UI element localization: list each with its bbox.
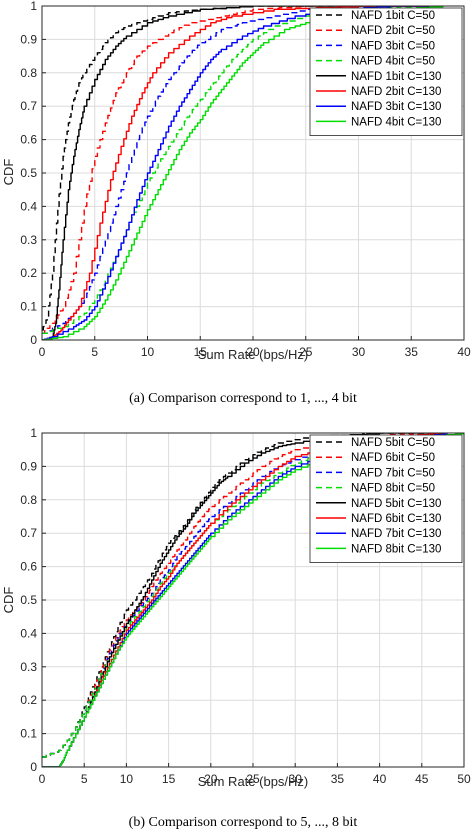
series-line — [42, 6, 444, 340]
y-tick-label: 1 — [30, 426, 37, 440]
x-tick-label: 15 — [162, 772, 176, 786]
x-tick-label: 40 — [457, 345, 471, 359]
series-line — [42, 6, 443, 340]
y-tick-label: 0 — [30, 760, 37, 774]
legend-entry: NAFD 8bit C=50 — [351, 483, 435, 495]
y-tick-label: 0.5 — [20, 166, 37, 180]
series-line — [42, 433, 464, 767]
x-tick-label: 20 — [204, 772, 218, 786]
x-tick-label: 45 — [415, 772, 429, 786]
legend-entry: NAFD 6bit C=50 — [351, 452, 435, 464]
y-axis-label: CDF — [1, 587, 16, 614]
x-tick-label: 35 — [405, 345, 419, 359]
x-tick-label: 25 — [246, 772, 260, 786]
y-axis-label: CDF — [1, 159, 16, 186]
series-line — [42, 433, 464, 758]
y-tick-label: 1 — [30, 0, 37, 13]
y-tick-label: 0.3 — [20, 660, 37, 674]
y-tick-label: 0.2 — [20, 693, 37, 707]
legend-entry: NAFD 7bit C=50 — [351, 467, 435, 479]
legend-entry: NAFD 2bit C=50 — [351, 25, 435, 37]
y-tick-label: 0.6 — [20, 560, 37, 574]
legend: NAFD 1bit C=50 NAFD 2bit C=50 NAFD 3bit C=… — [309, 7, 463, 136]
y-tick-label: 0.4 — [20, 199, 37, 213]
legend-entry: NAFD 3bit C=130 — [351, 101, 441, 113]
y-tick-label: 0.9 — [20, 459, 37, 473]
legend-entry: NAFD 4bit C=50 — [351, 56, 435, 68]
axes-frame — [41, 432, 465, 768]
chart-b: 0 5 10 15 20 25 30 35 40 45 50 0 0.1 0.2 0.3 0.4 0.5 0.6 0… — [1, 426, 471, 830]
series-line — [42, 6, 443, 340]
y-tick-label: 0.3 — [20, 233, 37, 247]
y-tick-label: 0.1 — [20, 727, 37, 741]
x-tick-label: 25 — [299, 345, 313, 359]
legend-box — [309, 434, 463, 563]
y-tick-label: 0.8 — [20, 66, 37, 80]
legend-entry: NAFD 5bit C=50 — [351, 437, 435, 449]
legend-entry: NAFD 3bit C=50 — [351, 40, 435, 52]
series-line — [42, 6, 443, 340]
x-axis-label: Sum Rate (bps/Hz) — [198, 347, 309, 362]
legend: NAFD 5bit C=50 NAFD 6bit C=50 NAFD 7bit C=… — [309, 434, 463, 563]
figure-caption: (b) Comparison correspond to 5, ..., 8 b… — [129, 815, 358, 830]
x-tick-label: 5 — [81, 772, 88, 786]
series-line — [42, 6, 443, 334]
series-line — [42, 6, 443, 334]
series-group — [42, 433, 464, 767]
figure-caption: (a) Comparison correspond to 1, ..., 4 b… — [129, 391, 357, 406]
y-tick-label: 0.8 — [20, 493, 37, 507]
x-tick-label: 0 — [39, 772, 46, 786]
legend-entry: NAFD 1bit C=50 — [351, 10, 435, 22]
x-tick-label: 35 — [331, 772, 345, 786]
x-tick-label: 30 — [352, 345, 366, 359]
x-tick-label: 10 — [141, 345, 155, 359]
y-tick-label: 0 — [30, 333, 37, 347]
y-tick-label: 0.5 — [20, 593, 37, 607]
y-tick-label: 0.6 — [20, 133, 37, 147]
x-tick-label: 20 — [246, 345, 260, 359]
x-tick-label: 30 — [289, 772, 303, 786]
y-tick-label: 0.7 — [20, 99, 37, 113]
y-tick-label: 0.9 — [20, 32, 37, 46]
y-tick-label: 0.7 — [20, 526, 37, 540]
x-tick-label: 0 — [39, 345, 46, 359]
legend-entry: NAFD 4bit C=130 — [351, 116, 441, 128]
legend-box — [309, 7, 463, 136]
legend-entry: NAFD 8bit C=130 — [351, 543, 441, 555]
legend-entry: NAFD 5bit C=130 — [351, 498, 441, 510]
legend-entry: NAFD 1bit C=130 — [351, 71, 441, 83]
x-tick-label: 5 — [91, 345, 98, 359]
x-tick-label: 15 — [194, 345, 208, 359]
axes-frame — [41, 5, 465, 341]
series-group — [42, 6, 444, 340]
legend-entry: NAFD 7bit C=130 — [351, 528, 441, 540]
y-tick-label: 0.1 — [20, 300, 37, 314]
y-tick-label: 0.2 — [20, 266, 37, 280]
x-tick-label: 40 — [373, 772, 387, 786]
series-line — [42, 433, 443, 758]
x-axis-label: Sum Rate (bps/Hz) — [198, 774, 309, 789]
chart-a: 0 5 10 15 20 25 30 35 40 0 0.1 0.2 0.3 0.4 0.5 0.6 0.7 0.… — [1, 0, 471, 406]
series-line — [42, 6, 443, 334]
legend-entry: NAFD 6bit C=130 — [351, 513, 441, 525]
x-tick-label: 10 — [120, 772, 134, 786]
legend-entry: NAFD 2bit C=130 — [351, 86, 441, 98]
series-line — [42, 6, 443, 331]
y-tick-label: 0.4 — [20, 626, 37, 640]
x-tick-label: 50 — [457, 772, 471, 786]
